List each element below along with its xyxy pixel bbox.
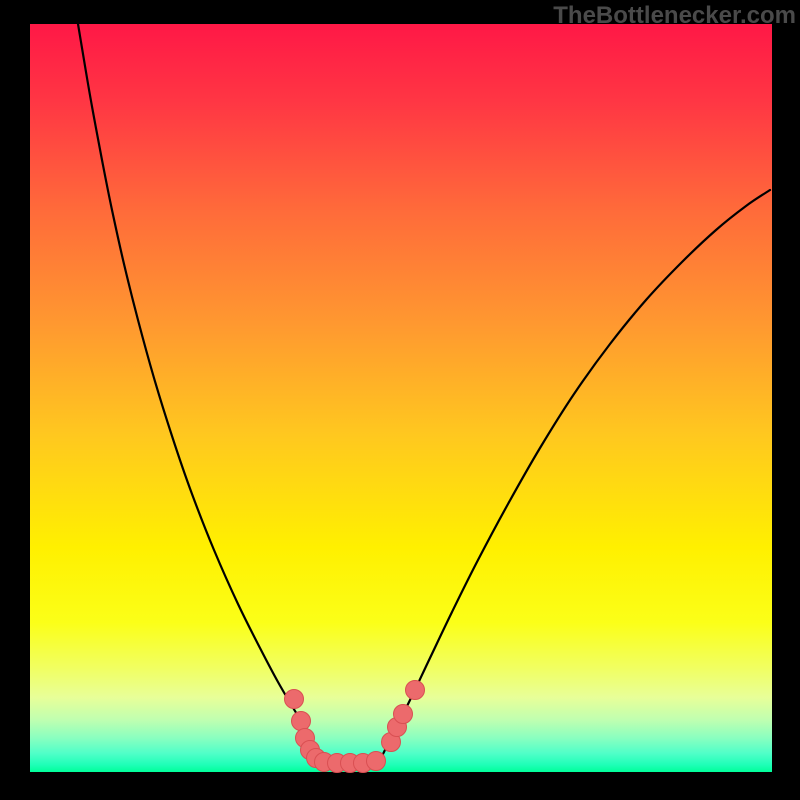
watermark-text: TheBottlenecker.com bbox=[553, 2, 796, 30]
plot-gradient bbox=[30, 24, 772, 772]
plot-area bbox=[30, 24, 772, 772]
chart-frame: TheBottlenecker.com bbox=[0, 0, 800, 800]
